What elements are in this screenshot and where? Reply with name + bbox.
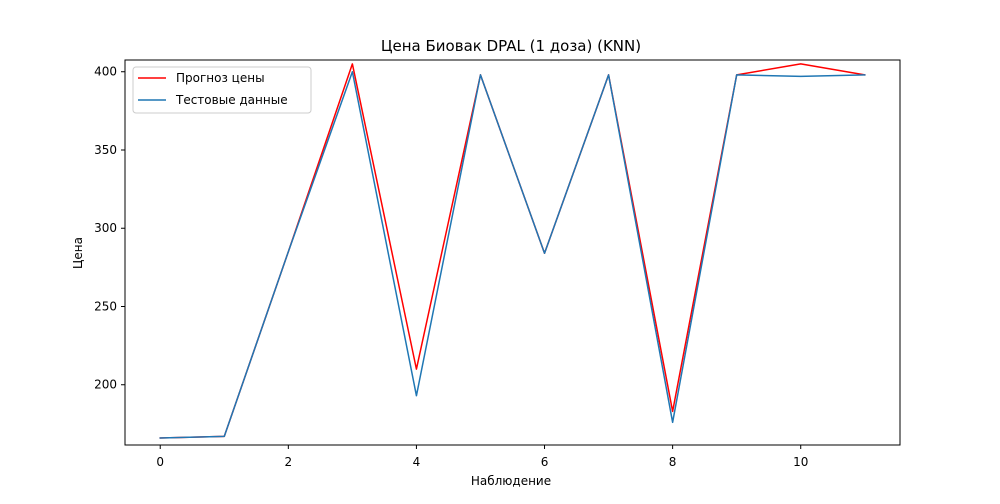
legend-label-1: Тестовые данные [175,93,288,107]
x-tick-label: 8 [669,455,677,469]
y-tick-label: 250 [94,299,117,313]
y-axis: 200 250 300 350 400 [94,65,125,392]
x-tick-label: 2 [285,455,293,469]
y-tick-label: 200 [94,378,117,392]
legend: Прогноз цены Тестовые данные [132,66,312,114]
x-tick-label: 4 [413,455,421,469]
x-tick-label: 6 [541,455,549,469]
series-layer [159,63,866,439]
legend-label-0: Прогноз цены [176,71,265,85]
series-line-0 [159,63,866,439]
series-line-1 [159,70,866,439]
plot-frame [124,59,901,446]
x-tick-label: 0 [156,455,164,469]
legend-box [132,66,312,114]
y-tick-label: 400 [94,65,117,79]
y-axis-label: Цена [71,237,85,269]
x-axis: 0 2 4 6 8 10 [156,445,808,469]
y-tick-label: 350 [94,143,117,157]
y-tick-label: 300 [94,221,117,235]
plot-area [124,59,901,446]
chart-title: Цена Биовак DPAL (1 доза) (KNN) [381,37,641,55]
x-tick-label: 10 [793,455,808,469]
x-axis-label: Наблюдение [471,474,551,488]
